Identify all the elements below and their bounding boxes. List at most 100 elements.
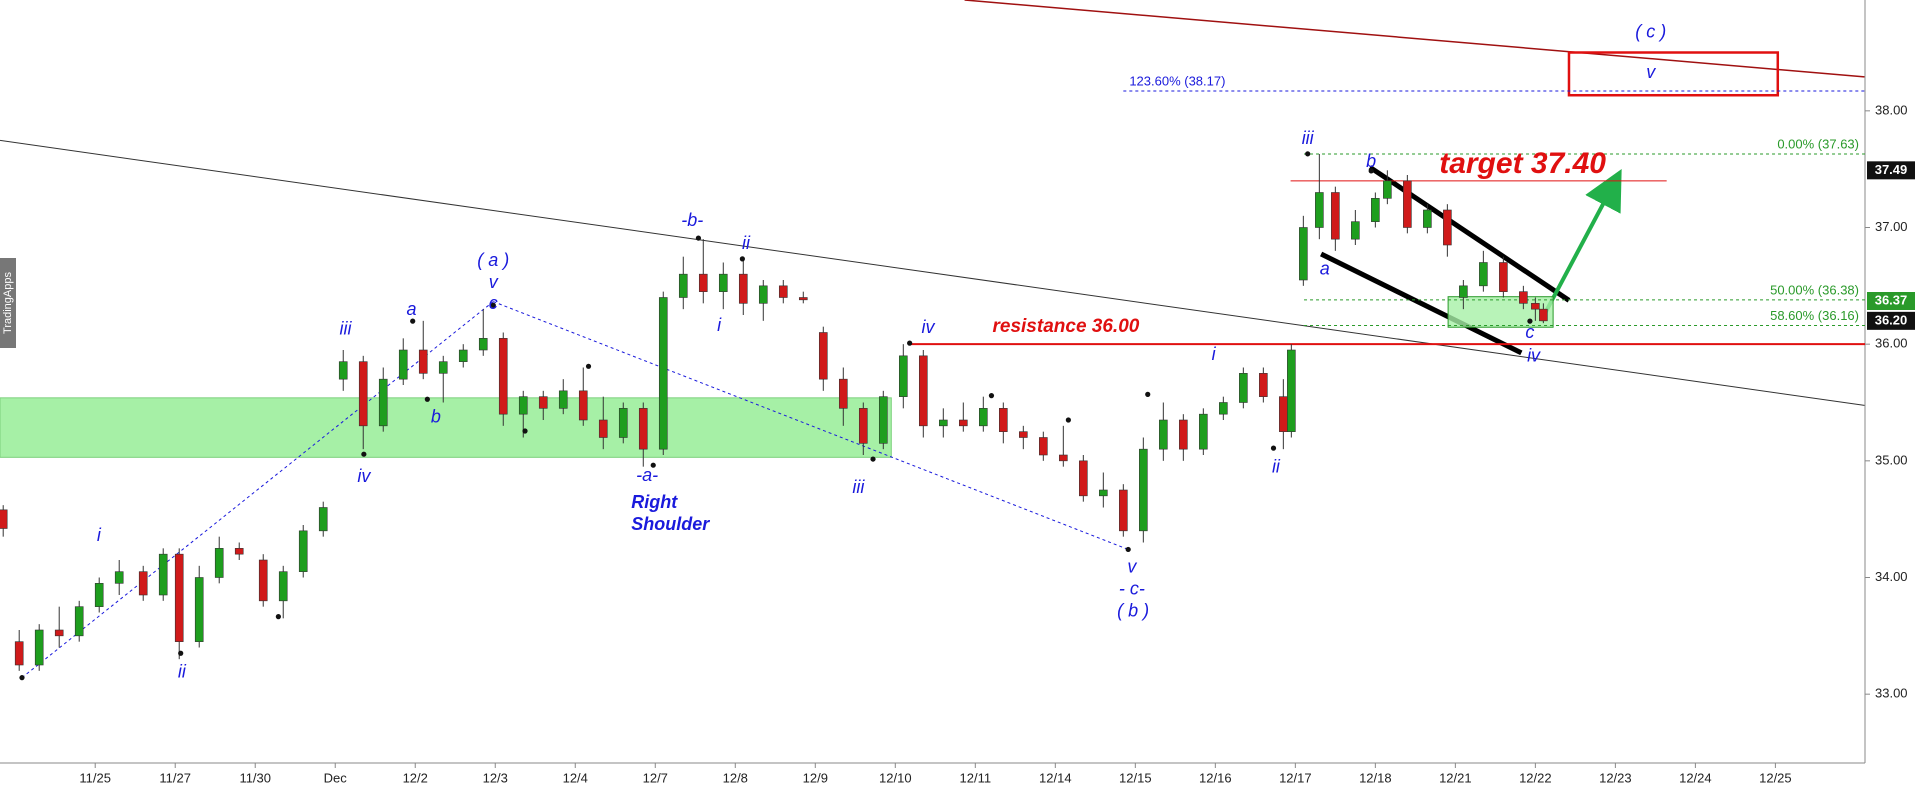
candle-body xyxy=(718,273,728,292)
candle-body xyxy=(658,297,668,450)
x-tick-label: 12/17 xyxy=(1279,770,1312,785)
candle-body xyxy=(174,553,184,642)
candle-body xyxy=(458,349,468,362)
fib-level-label: 58.60% (36.16) xyxy=(1770,308,1859,323)
x-tick-label: 12/8 xyxy=(723,770,748,785)
wave-label: a xyxy=(406,299,416,319)
target-box xyxy=(1567,51,1780,97)
candle-body xyxy=(1443,209,1452,246)
x-tick-label: 12/7 xyxy=(643,770,668,785)
x-tick-label: 12/18 xyxy=(1359,770,1392,785)
wave-label: b xyxy=(431,406,441,426)
candle-body xyxy=(618,408,628,438)
candle-body xyxy=(54,629,64,637)
wave-label: ( c ) xyxy=(1635,22,1666,42)
pivot-dot xyxy=(585,363,592,369)
candle-body xyxy=(999,408,1008,432)
resistance-label: resistance 36.00 xyxy=(993,316,1140,337)
fib-level-label: 50.00% (36.38) xyxy=(1770,282,1859,297)
candle-body xyxy=(234,548,244,555)
wave-line xyxy=(21,301,494,679)
candle-body xyxy=(278,571,288,602)
candle-body xyxy=(478,338,488,351)
candle-body xyxy=(1351,221,1360,240)
x-tick-label: 12/16 xyxy=(1199,770,1232,785)
logo: TradingApps xyxy=(0,258,16,348)
x-tick-label: 12/2 xyxy=(403,770,428,785)
wave-label: c xyxy=(489,293,498,313)
wave-label: b xyxy=(1366,151,1376,171)
x-tick-label: 12/9 xyxy=(803,770,828,785)
price-marker xyxy=(1867,292,1915,310)
wave-label: v xyxy=(1646,62,1656,82)
price-marker-label: 37.49 xyxy=(1875,162,1908,177)
candle-body xyxy=(698,273,708,292)
x-tick-label: 12/23 xyxy=(1599,770,1632,785)
candle-body xyxy=(1287,349,1296,432)
pivot-dot xyxy=(178,650,184,656)
pivot-dot xyxy=(650,462,656,468)
candle-body xyxy=(1219,402,1228,415)
wave-label: - c- xyxy=(1119,578,1145,598)
candle-body xyxy=(738,273,748,304)
candle-body xyxy=(959,419,968,427)
candle-body xyxy=(1179,419,1188,450)
price-marker xyxy=(1867,161,1915,180)
candle-body xyxy=(1079,460,1088,497)
candle-body xyxy=(438,361,448,374)
wave-label: iii xyxy=(340,318,353,338)
y-tick-label: 34.00 xyxy=(1875,569,1908,584)
wave-label: v xyxy=(1127,557,1137,577)
x-tick-label: 12/15 xyxy=(1119,770,1152,785)
wave-label: iii xyxy=(1302,128,1315,148)
candle-body xyxy=(114,571,124,584)
candle-body xyxy=(1159,419,1168,450)
wave-label: i xyxy=(717,315,722,335)
x-tick-label: 12/4 xyxy=(563,770,588,785)
candle-body xyxy=(1531,303,1540,310)
wave-label: ii xyxy=(1272,456,1281,476)
candle-body xyxy=(878,396,888,444)
y-tick-label: 38.00 xyxy=(1875,102,1908,117)
wave-label: i xyxy=(1212,344,1217,364)
trend-line xyxy=(0,139,1865,406)
wave-label: c xyxy=(1525,322,1534,342)
candle-body xyxy=(1279,396,1288,432)
candle-body xyxy=(74,606,84,637)
candle-body xyxy=(1299,227,1308,281)
wave-label: iv xyxy=(357,466,371,486)
pivot-dot xyxy=(1065,417,1071,423)
y-tick-label: 36.00 xyxy=(1875,336,1908,351)
candle-body xyxy=(778,285,788,298)
y-tick-label: 33.00 xyxy=(1875,686,1908,701)
wave-label: v xyxy=(489,272,499,292)
candle-body xyxy=(758,285,768,304)
candle-body xyxy=(678,273,688,298)
wave-label: ii xyxy=(178,662,187,682)
wave-label: iv xyxy=(1527,345,1541,365)
candle-body xyxy=(1459,285,1468,298)
fib-level-label: 0.00% (37.63) xyxy=(1777,136,1859,151)
candle-body xyxy=(578,390,588,421)
x-tick-label: Dec xyxy=(324,770,348,785)
pivot-dot xyxy=(275,614,281,620)
candle-body xyxy=(138,571,148,596)
candle-body xyxy=(1239,373,1248,403)
x-tick-label: 12/24 xyxy=(1679,770,1712,785)
candle-body xyxy=(1039,437,1048,456)
x-tick-label: 11/25 xyxy=(79,770,111,785)
candle-body xyxy=(1519,291,1528,304)
candle-body xyxy=(318,507,328,532)
wave-label: ( b ) xyxy=(1117,600,1149,620)
candle-body xyxy=(378,378,388,427)
logo-box xyxy=(0,258,16,348)
candle-body xyxy=(498,338,508,415)
candle-body xyxy=(94,583,104,607)
x-tick-label: 12/22 xyxy=(1519,770,1552,785)
wave-label: a xyxy=(1320,259,1330,279)
pivot-dot xyxy=(1145,391,1151,397)
wave-label: ( a ) xyxy=(477,250,509,270)
pivot-dot xyxy=(695,235,702,241)
